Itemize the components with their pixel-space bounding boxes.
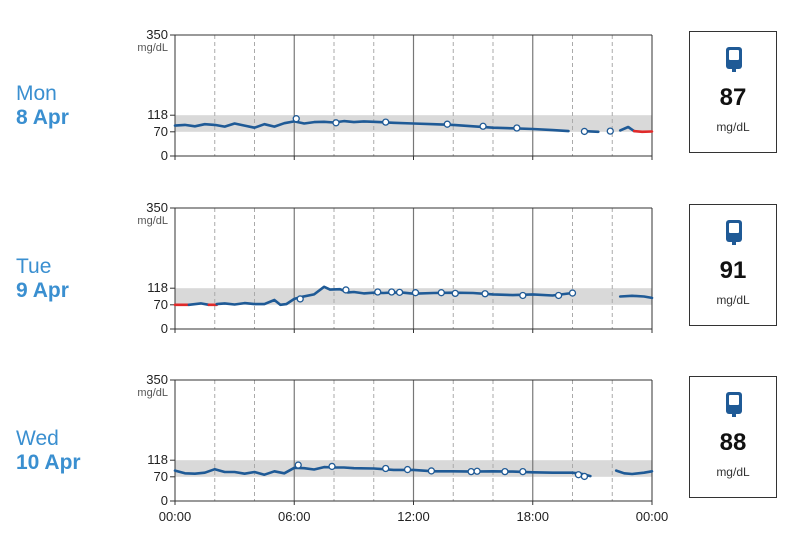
meter-reading-point: [382, 464, 390, 473]
day-name: Mon: [16, 82, 57, 105]
y-unit-label: mg/dL: [137, 42, 168, 54]
meter-reading-point: [479, 122, 487, 130]
meter-reading-point: [382, 118, 390, 126]
latest-reading-value: 87: [719, 84, 747, 111]
y-tick-label: 350: [146, 372, 168, 387]
y-tick-label: 350: [146, 27, 168, 42]
meter-reading-point: [519, 291, 527, 300]
meter-reading-point: [519, 467, 527, 476]
x-tick-label: 06:00: [277, 509, 311, 524]
meter-reading-point: [411, 289, 420, 297]
glucose-meter-icon: [726, 392, 742, 417]
latest-reading-unit: mg/dL: [716, 120, 750, 134]
meter-reading-point: [473, 467, 481, 475]
meter-reading-point: [296, 295, 304, 303]
meter-reading-point: [292, 115, 300, 123]
y-tick-label: 118: [147, 452, 168, 468]
day-label: Tue 9 Apr: [16, 255, 69, 303]
glucose-meter-icon: [726, 47, 742, 72]
y-tick-label: 70: [153, 123, 168, 139]
x-tick-label: 00:00: [635, 509, 669, 524]
meter-reading-point: [501, 467, 509, 476]
latest-reading-card[interactable]: 88 mg/dL: [689, 376, 777, 498]
day-name: Wed: [16, 427, 59, 450]
meter-reading-point: [568, 289, 577, 297]
glucose-trace: [173, 119, 570, 133]
day-name: Tue: [16, 255, 52, 278]
y-unit-label: mg/dL: [137, 387, 168, 399]
meter-reading-point: [395, 288, 404, 297]
meter-reading-point: [554, 291, 563, 300]
day-date: 10 Apr: [16, 451, 81, 474]
meter-reading-point: [437, 289, 445, 297]
day-row: 350 118 70 0 mg/dL Tue 9 Apr 91 mg/dL: [0, 193, 798, 353]
meter-reading-point: [328, 462, 336, 471]
y-tick-label: 118: [147, 107, 168, 123]
meter-reading-point: [403, 465, 412, 474]
day-row: 350 118 70 0 mg/dL Wed 10 Apr 88 mg/dL: [0, 365, 798, 525]
latest-reading-value: 88: [719, 429, 747, 456]
y-tick-label: 350: [146, 200, 168, 215]
glucose-trace: [618, 294, 654, 300]
y-tick-label: 70: [153, 468, 168, 484]
y-tick-label: 70: [153, 296, 168, 312]
x-tick-label: 00:00: [158, 509, 192, 524]
latest-reading-unit: mg/dL: [716, 293, 750, 307]
meter-reading-point: [427, 467, 436, 475]
glucose-trace: [618, 125, 636, 133]
meter-reading-point: [467, 467, 475, 476]
glucose-trace: [614, 469, 654, 476]
y-tick-label: 0: [160, 148, 168, 163]
y-unit-label: mg/dL: [137, 215, 168, 227]
x-tick-label: 12:00: [397, 509, 430, 524]
day-label: Wed 10 Apr: [16, 427, 81, 475]
meter-reading-point: [574, 471, 583, 479]
meter-reading-point: [481, 290, 489, 298]
latest-reading-unit: mg/dL: [716, 465, 750, 479]
meter-reading-point: [606, 127, 614, 135]
glucose-chart: [170, 379, 654, 505]
meter-reading-point: [387, 288, 396, 296]
day-label: Mon 8 Apr: [16, 82, 69, 130]
glucose-chart: [170, 34, 654, 160]
meter-reading-point: [332, 119, 340, 127]
meter-reading-point: [451, 289, 459, 298]
glucose-trace: [187, 302, 211, 307]
y-tick-label: 118: [147, 280, 168, 296]
day-date: 8 Apr: [16, 106, 69, 129]
meter-reading-point: [513, 124, 521, 132]
latest-reading-value: 91: [719, 257, 747, 284]
glucose-meter-icon: [726, 220, 742, 245]
low-glucose-segment: [632, 129, 654, 134]
y-tick-label: 0: [160, 321, 168, 336]
meter-reading-point: [294, 461, 302, 469]
meter-reading-point: [374, 288, 382, 296]
latest-reading-card[interactable]: 87 mg/dL: [689, 31, 777, 153]
x-tick-label: 18:00: [516, 509, 550, 524]
meter-reading-point: [342, 286, 350, 294]
day-date: 9 Apr: [16, 279, 69, 302]
latest-reading-card[interactable]: 91 mg/dL: [689, 204, 777, 326]
day-row: 350 118 70 0 mg/dL Mon 8 Apr 87 mg/dL: [0, 20, 798, 180]
meter-reading-point: [580, 127, 589, 136]
meter-reading-point: [443, 120, 451, 128]
glucose-chart: [170, 207, 654, 333]
y-tick-label: 0: [160, 493, 168, 508]
meter-reading-point: [580, 472, 589, 481]
